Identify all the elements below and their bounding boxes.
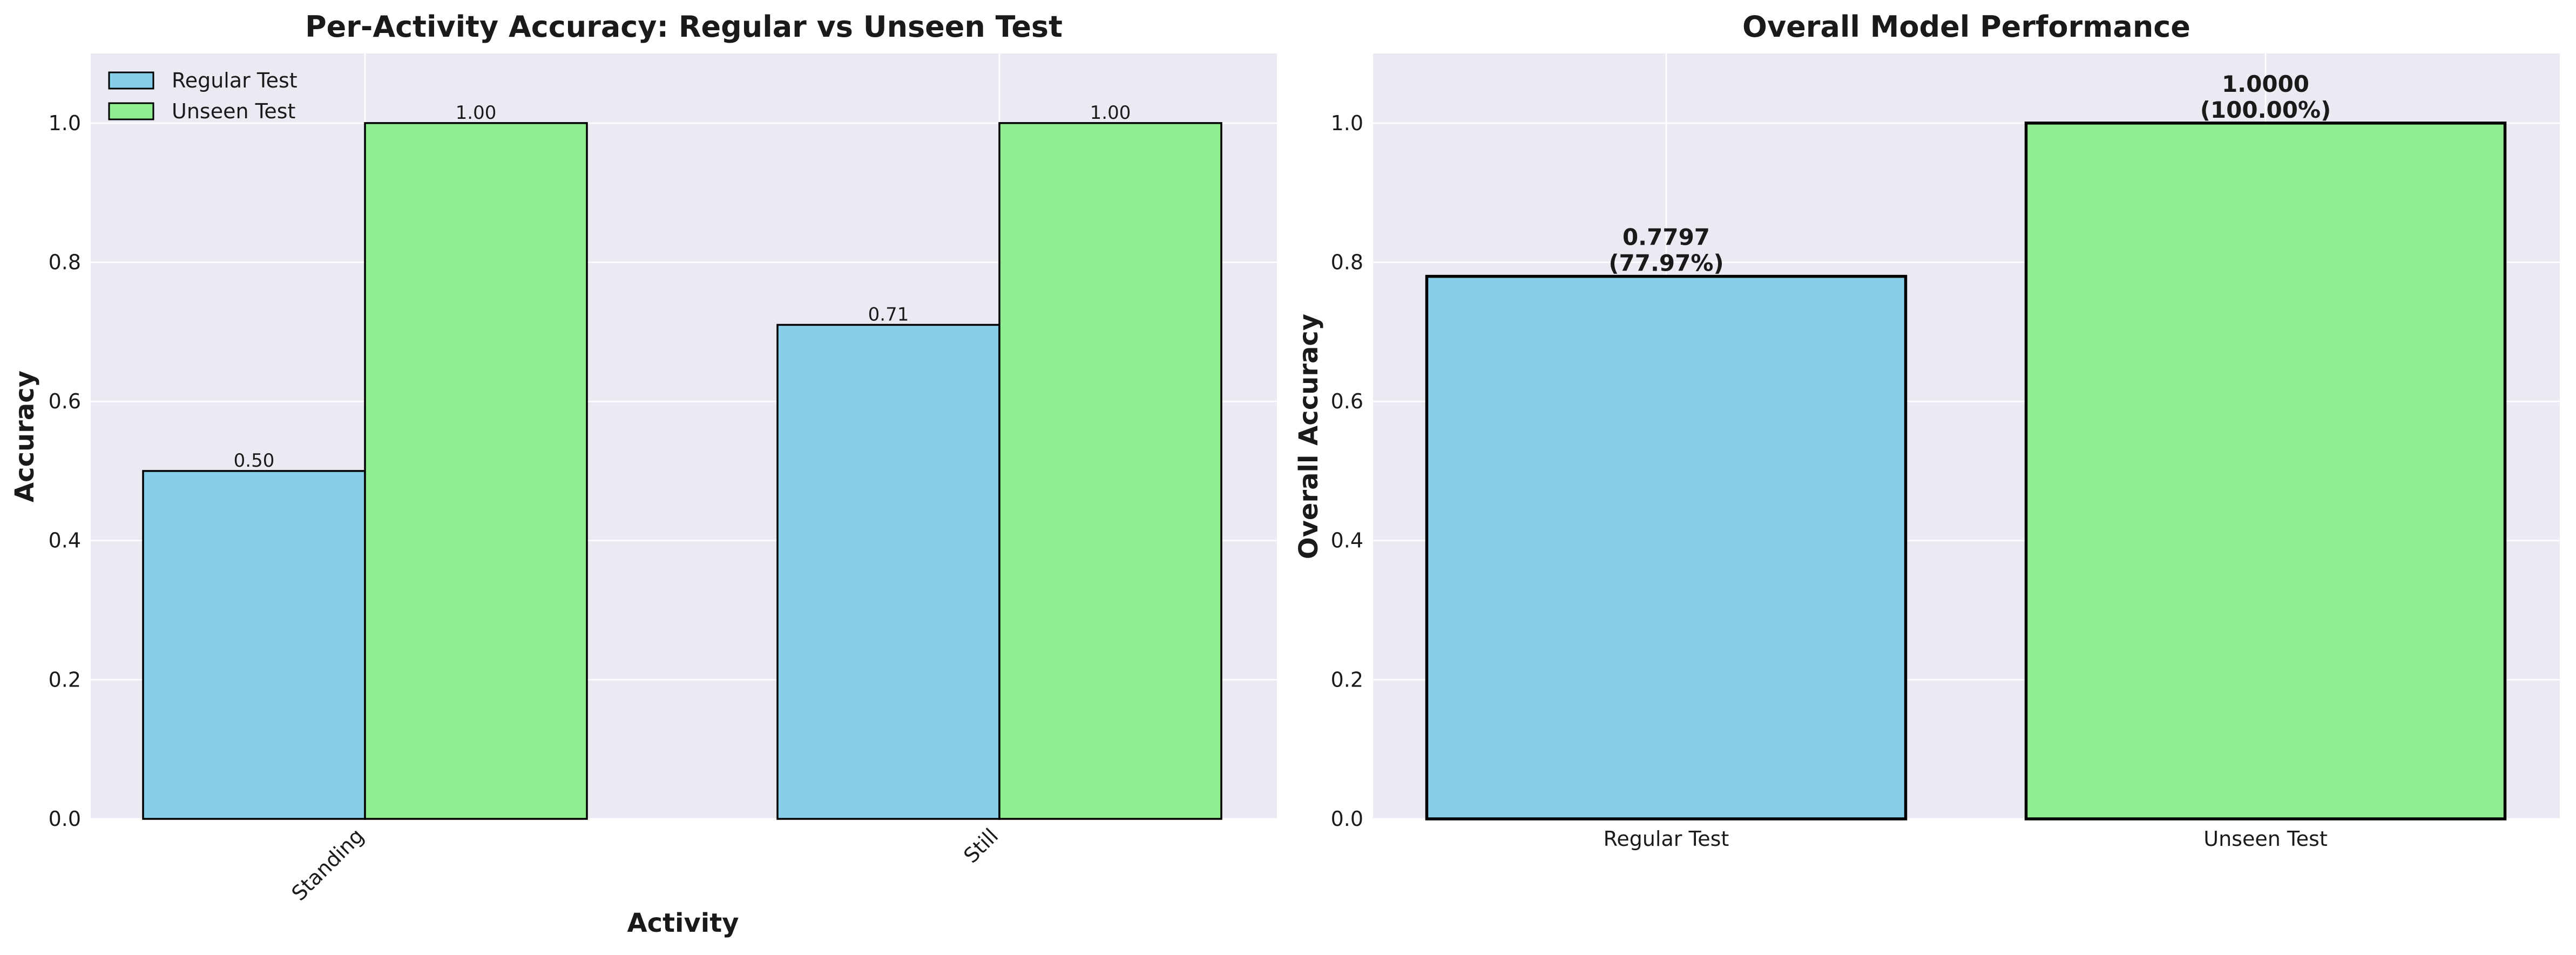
bars: [1425, 122, 2507, 821]
y-tick-label: 1.0: [1331, 111, 1363, 135]
y-axis-label: Accuracy: [10, 371, 40, 502]
bar-percent-label: (100.00%): [2200, 97, 2331, 123]
x-tick-labels: Standing Still: [287, 824, 1003, 905]
legend-swatch-regular: [108, 71, 154, 90]
bar-value-label: 1.0000: [2222, 71, 2309, 97]
legend-swatch-unseen: [108, 102, 154, 120]
y-tick-label: 0.4: [49, 529, 81, 553]
y-tick-label: 0.6: [1331, 389, 1363, 413]
y-tick-label: 0.8: [49, 250, 81, 274]
y-tick-labels: 0.0 0.2 0.4 0.6 0.8 1.0: [49, 111, 81, 831]
y-tick-label: 0.6: [49, 389, 81, 413]
legend: Regular Test Unseen Test: [108, 69, 298, 123]
y-tick-label: 0.0: [1331, 807, 1363, 831]
y-tick-label: 0.2: [49, 668, 81, 691]
y-tick-label: 0.2: [1331, 668, 1363, 691]
y-tick-label: 0.0: [49, 807, 81, 831]
y-tick-label: 1.0: [49, 111, 81, 135]
bar-value-label: 0.71: [868, 304, 909, 325]
chart-title: Per-Activity Accuracy: Regular vs Unseen…: [305, 10, 1063, 44]
x-axis-label: Activity: [627, 908, 739, 938]
bar-labels: 0.50 0.71 1.00 1.00: [234, 102, 1131, 472]
x-tick-label: Regular Test: [1604, 827, 1729, 851]
bar-unseen-test-standing: [364, 122, 588, 820]
bar-regular-test: [1425, 274, 1908, 821]
bar-percent-label: (77.97%): [1608, 250, 1723, 277]
legend-label-regular: Regular Test: [172, 69, 298, 92]
y-tick-label: 0.8: [1331, 250, 1363, 274]
bar-unseen-test-still: [998, 122, 1222, 820]
bar-unseen-test: [2024, 122, 2507, 821]
y-tick-labels: 0.0 0.2 0.4 0.6 0.8 1.0: [1331, 111, 1363, 831]
bars: [142, 122, 1222, 820]
per-activity-chart: 0.50 0.71 1.00 1.00 0.0 0.2 0.4 0.6 0.8 1.0 Stan…: [10, 10, 1277, 938]
x-tick-label: Still: [959, 824, 1003, 867]
x-tick-label: Standing: [287, 824, 369, 905]
bar-labels: 0.7797(77.97%) 1.0000(100.00%): [1608, 71, 2331, 277]
bar-value-label: 1.00: [456, 102, 497, 124]
x-tick-label: Unseen Test: [2203, 827, 2327, 851]
bar-value-label: 1.00: [1090, 102, 1131, 124]
x-tick-labels: Regular Test Unseen Test: [1604, 827, 2328, 851]
y-tick-label: 0.4: [1331, 529, 1363, 553]
y-axis-label: Overall Accuracy: [1294, 314, 1324, 559]
bar-value-label: 0.7797: [1622, 224, 1710, 251]
overall-performance-chart: 0.7797(77.97%)1.0000(100.00%) 0.00.20.40…: [1294, 10, 2560, 851]
chart-title: Overall Model Performance: [1742, 10, 2190, 44]
legend-label-unseen: Unseen Test: [172, 99, 295, 123]
bar-regular-test-still: [776, 324, 1000, 820]
bar-value-label: 0.50: [234, 450, 275, 472]
bar-regular-test-standing: [142, 470, 366, 820]
